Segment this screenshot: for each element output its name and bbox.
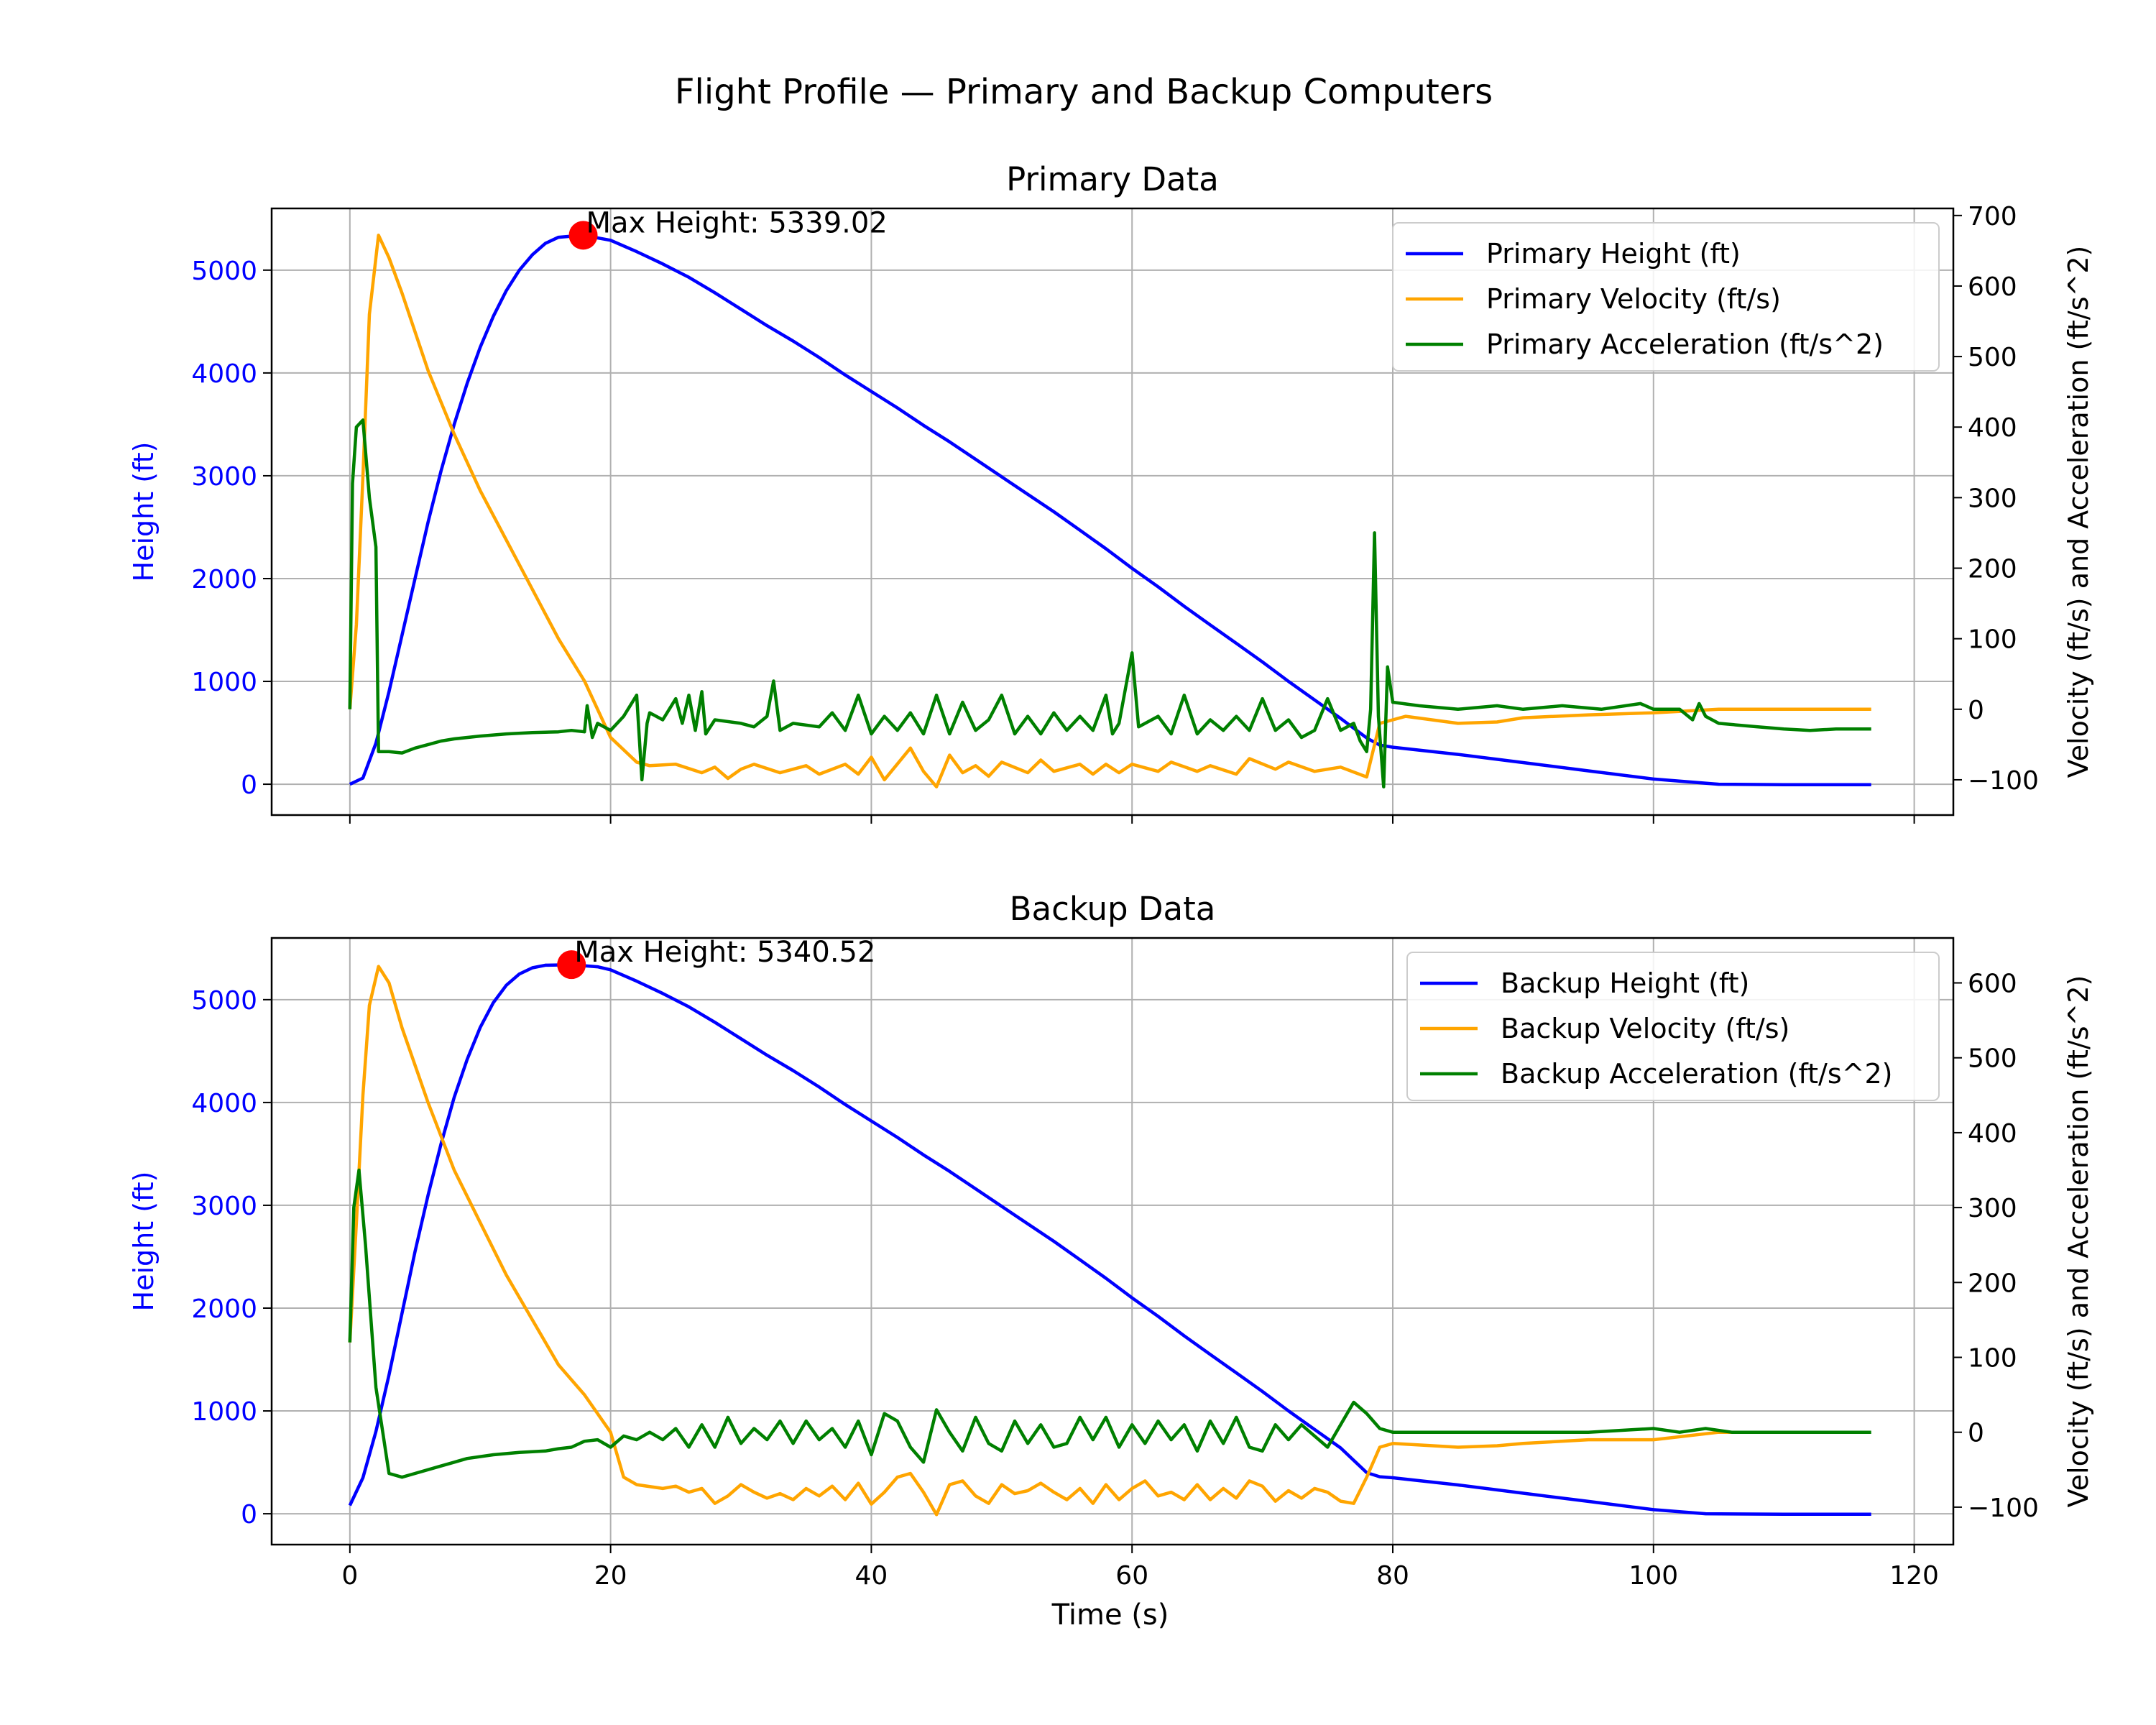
panel-title: Backup Data xyxy=(1010,890,1216,928)
axes-frame xyxy=(270,937,1955,1546)
y-tick-label: 5000 xyxy=(191,257,257,286)
primary-acceleration-line xyxy=(348,418,1871,788)
y2-tick-label: 300 xyxy=(1968,484,2017,513)
y2-tick-label: 0 xyxy=(1968,1419,1984,1448)
x-tick-label: 80 xyxy=(1376,1561,1409,1591)
y2-tick-label: 400 xyxy=(1968,413,2017,443)
y2-tick-label: 500 xyxy=(1968,1044,2017,1074)
y-tick-label: 2000 xyxy=(191,565,257,594)
y-tick-label: 2000 xyxy=(191,1294,257,1324)
legend-label-height: Backup Height (ft) xyxy=(1501,967,1749,999)
backup-velocity-line xyxy=(348,965,1758,1517)
y-tick-label: 1000 xyxy=(191,1397,257,1427)
y-tick-label: 0 xyxy=(241,1500,257,1530)
backup-height-line xyxy=(348,962,1871,1517)
max-height-annotation: Max Height: 5340.52 xyxy=(574,936,875,969)
legend-box xyxy=(1392,222,1940,372)
backup-acceleration-line xyxy=(348,1168,1871,1479)
y2-tick-label: 0 xyxy=(1968,696,1984,725)
x-tick-label: 100 xyxy=(1628,1561,1678,1591)
y-tick-label: 5000 xyxy=(191,986,257,1016)
x-tick-label: 60 xyxy=(1115,1561,1148,1591)
max-height-marker xyxy=(568,221,598,250)
y2-tick-label: 200 xyxy=(1968,1269,2017,1298)
y-tick-label: 3000 xyxy=(191,462,257,492)
max-height-marker xyxy=(557,950,586,980)
y-tick-label: 1000 xyxy=(191,668,257,697)
y2-tick-label: 600 xyxy=(1968,272,2017,302)
y2-tick-label: 100 xyxy=(1968,1344,2017,1374)
y-axis-label: Height (ft) xyxy=(128,1172,160,1312)
primary-velocity-line xyxy=(348,234,1871,788)
y2-tick-label: 200 xyxy=(1968,555,2017,584)
y2-tick-label: 300 xyxy=(1968,1194,2017,1223)
plot-area xyxy=(348,962,1871,1517)
y-tick-label: 0 xyxy=(241,770,257,800)
y-tick-label: 4000 xyxy=(191,359,257,389)
y-axis-label: Height (ft) xyxy=(128,442,160,582)
y2-tick-label: 600 xyxy=(1968,970,2017,999)
y2-axis-label: Velocity (ft/s) and Acceleration (ft/s^2… xyxy=(2063,975,2094,1508)
y2-axis-label: Velocity (ft/s) and Acceleration (ft/s^2… xyxy=(2063,246,2094,778)
backup-data-panel: Max Height: 5340.520 20 40 60 80 100 120010002… xyxy=(128,890,2094,1591)
legend-label-acceleration: Primary Acceleration (ft/s^2) xyxy=(1486,328,1884,360)
y2-tick-label: −100 xyxy=(1968,766,2039,796)
legend-label-velocity: Primary Velocity (ft/s) xyxy=(1486,283,1781,315)
plot-area xyxy=(348,234,1871,788)
y2-tick-label: 700 xyxy=(1968,202,2017,231)
x-tick-label: 20 xyxy=(594,1561,627,1591)
x-tick-label: 40 xyxy=(855,1561,888,1591)
y2-tick-label: 400 xyxy=(1968,1119,2017,1149)
y2-tick-label: 100 xyxy=(1968,625,2017,655)
y-tick-label: 4000 xyxy=(191,1089,257,1118)
legend-label-velocity: Backup Velocity (ft/s) xyxy=(1501,1013,1789,1044)
primary-data-panel: Max Height: 5339.02010002000300040005000… xyxy=(128,160,2094,824)
y-tick-label: 3000 xyxy=(191,1192,257,1221)
x-axis-label: Time (s) xyxy=(1051,1598,1169,1632)
max-height-annotation: Max Height: 5339.02 xyxy=(586,206,888,239)
legend-label-height: Primary Height (ft) xyxy=(1486,238,1741,270)
x-tick-label: 0 xyxy=(341,1561,358,1591)
figure-suptitle: Flight Profile — Primary and Backup Comp… xyxy=(675,72,1493,112)
legend-label-acceleration: Backup Acceleration (ft/s^2) xyxy=(1501,1058,1892,1090)
y2-tick-label: −100 xyxy=(1968,1494,2039,1523)
panel-title: Primary Data xyxy=(1006,160,1219,198)
axes-frame xyxy=(270,207,1955,816)
y2-tick-label: 500 xyxy=(1968,343,2017,372)
legend-box xyxy=(1406,952,1940,1101)
x-tick-label: 120 xyxy=(1889,1561,1939,1591)
